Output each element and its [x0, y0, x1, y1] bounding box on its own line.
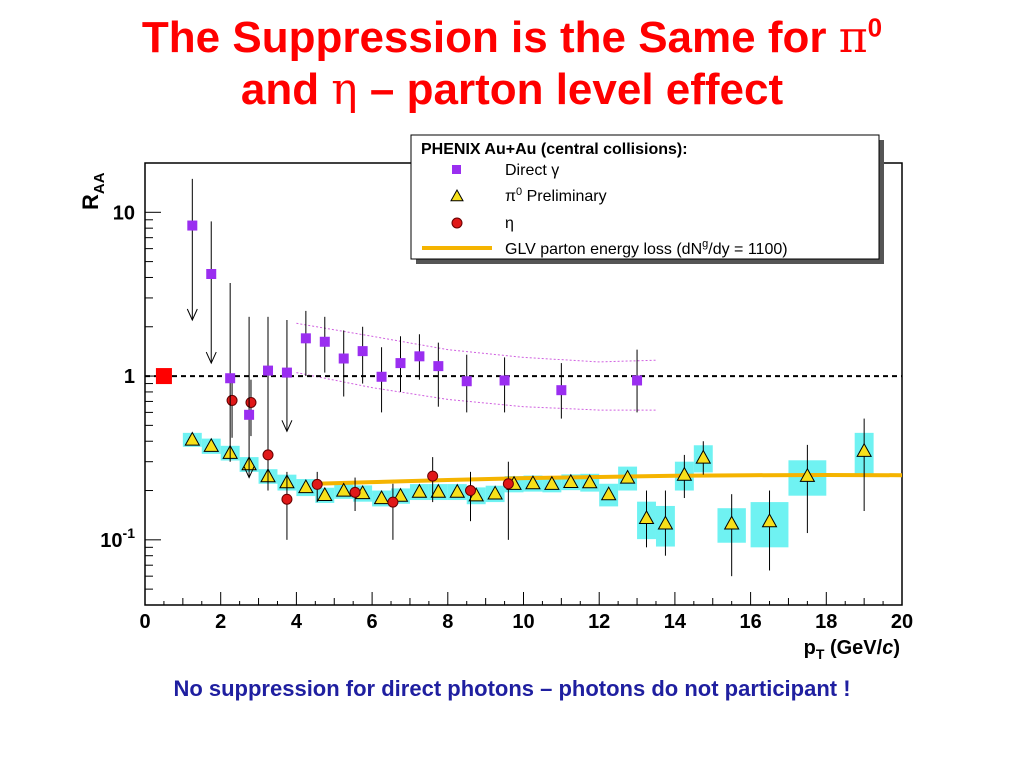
- direct-gamma-point: [632, 375, 643, 386]
- y-tick-label: 10-1: [100, 525, 135, 552]
- direct-gamma-point: [461, 376, 472, 387]
- legend-eta-symbol: [451, 217, 463, 229]
- title-text-1: The Suppression is the Same for: [141, 13, 839, 62]
- direct-gamma-point: [433, 361, 444, 372]
- direct-gamma-point: [376, 371, 387, 382]
- x-tick-label: 10: [512, 611, 534, 633]
- pi0-point: [392, 487, 409, 502]
- pi0-point: [298, 479, 314, 494]
- direct-gamma-sys-envelope: [296, 322, 656, 363]
- pi0-point: [184, 431, 201, 446]
- pi0-point: [373, 489, 390, 505]
- title-text-2b: – parton level effect: [357, 65, 784, 114]
- direct-gamma-point: [357, 346, 368, 357]
- direct-gamma-point: [414, 351, 425, 362]
- x-tick-label: 6: [367, 611, 378, 633]
- x-tick-label: 2: [215, 611, 226, 633]
- pi0-point: [676, 466, 693, 481]
- direct-gamma-point: [281, 367, 292, 378]
- x-tick-label: 8: [442, 611, 453, 633]
- direct-gamma-point: [300, 333, 311, 344]
- pi0-point: [544, 475, 560, 490]
- pi0-point: [638, 509, 655, 525]
- direct-gamma-point: [319, 336, 330, 347]
- pi0-point: [600, 486, 617, 501]
- legend-pi0-symbol: [450, 188, 464, 202]
- x-tick-label: 18: [815, 611, 837, 633]
- direct-gamma-point: [206, 268, 217, 279]
- title-line-2: and η – parton level effect: [0, 64, 1024, 116]
- direct-gamma-upper-limit-arrow-head: [243, 466, 255, 479]
- direct-gamma-sys-envelope: [296, 372, 656, 411]
- pi0-point: [316, 486, 333, 502]
- eta-point: [226, 394, 238, 406]
- pi0-point: [657, 515, 674, 530]
- pi0-point: [203, 437, 220, 452]
- eta-point: [245, 396, 257, 408]
- pi0-point: [695, 449, 712, 464]
- title-line-1: The Suppression is the Same for π0: [0, 12, 1024, 64]
- x-tick-label: 14: [664, 611, 687, 633]
- title-pi-symbol: π: [838, 12, 868, 63]
- direct-gamma-upper-limit-arrow-head: [205, 351, 217, 365]
- eta-point: [262, 449, 274, 461]
- pi0-point: [411, 483, 428, 498]
- direct-gamma-point: [225, 373, 236, 384]
- unity-normalization-marker: [155, 368, 172, 385]
- direct-gamma-point: [338, 353, 349, 364]
- title-eta-symbol: η: [331, 64, 358, 115]
- direct-gamma-point: [244, 409, 255, 420]
- pi0-point: [430, 483, 447, 498]
- direct-gamma-upper-limit-arrow-head: [186, 308, 198, 322]
- eta-point: [281, 493, 293, 505]
- pi0-point: [581, 474, 598, 489]
- pi0-point: [487, 485, 503, 500]
- y-axis-label: RAA: [78, 172, 108, 210]
- direct-gamma-point: [556, 385, 567, 396]
- x-tick-label: 16: [739, 611, 761, 633]
- pi0-point: [335, 482, 352, 497]
- eta-point: [311, 478, 323, 490]
- legend-box: [410, 134, 880, 260]
- pi0-point: [449, 483, 466, 498]
- pi0-point: [619, 469, 636, 484]
- legend-entry-label: Direct γ: [505, 162, 559, 179]
- direct-gamma-point: [187, 220, 198, 231]
- pi0-point: [723, 515, 740, 530]
- slide-caption: No suppression for direct photons – phot…: [173, 676, 851, 701]
- direct-gamma-point: [395, 358, 406, 369]
- pi0-point: [856, 442, 872, 457]
- legend-entry-label: η: [505, 215, 514, 232]
- legend-entry-label: π0 Preliminary: [505, 186, 607, 205]
- direct-gamma-upper-limit-arrow-head: [281, 420, 293, 433]
- y-tick-label: 10: [113, 202, 135, 224]
- x-tick-label: 12: [588, 611, 610, 633]
- pi0-point: [761, 513, 778, 528]
- legend-entry-label: GLV parton energy loss (dNg/dy = 1100): [505, 238, 788, 258]
- legend-header: PHENIX Au+Au (central collisions):: [421, 141, 688, 158]
- glv-curve: [315, 472, 903, 486]
- y-tick-label: 1: [124, 366, 135, 388]
- pi0-point: [525, 475, 541, 490]
- eta-point: [349, 486, 361, 498]
- eta-point: [427, 470, 439, 482]
- pi0-point: [799, 467, 816, 482]
- x-tick-label: 20: [891, 611, 913, 633]
- direct-gamma-point: [263, 365, 274, 376]
- x-tick-label: 0: [139, 611, 150, 633]
- x-tick-label: 4: [291, 611, 303, 633]
- eta-point: [465, 485, 477, 497]
- eta-point: [502, 478, 514, 490]
- eta-point: [387, 496, 399, 508]
- slide-title: The Suppression is the Same for π0 and η…: [0, 12, 1024, 116]
- direct-gamma-point: [499, 375, 510, 386]
- title-pi-superscript: 0: [867, 12, 883, 43]
- legend-direct-gamma-symbol: [452, 165, 461, 174]
- x-axis-label: pT (GeV/c): [804, 637, 900, 662]
- pi0-point: [562, 473, 579, 488]
- title-text-2a: and: [240, 65, 332, 114]
